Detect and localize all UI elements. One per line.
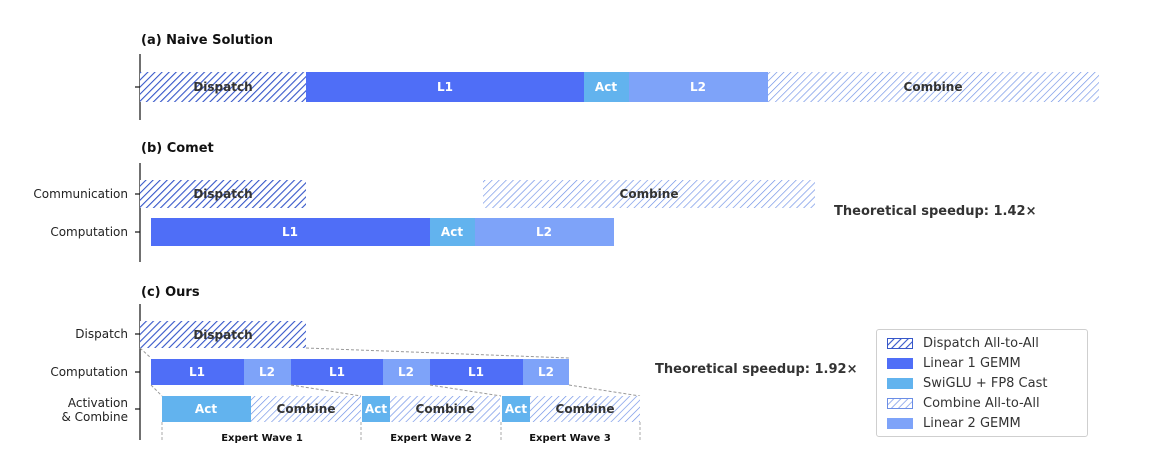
row-label-computation: Computation (50, 225, 128, 239)
legend-item-combine: Combine All-to-All (887, 394, 1040, 412)
connector-line (290, 384, 362, 397)
ours-l1-bar (291, 359, 383, 385)
connector-line (568, 384, 641, 397)
ours-l2-bar (383, 359, 430, 385)
comet-l2-bar (475, 218, 614, 246)
comet-combine-label: Combine (620, 187, 679, 201)
ours-act-label: Act (195, 402, 217, 416)
comet-l1-label: L1 (282, 225, 298, 239)
ours-combine-label: Combine (556, 402, 615, 416)
row-label-combine: & Combine (61, 410, 128, 424)
naive-act-bar (584, 72, 629, 102)
legend-swatch-act (887, 377, 913, 389)
ours-dispatch-bar (140, 321, 306, 348)
comet-act-bar (430, 218, 475, 246)
ours-combine-label: Combine (416, 402, 475, 416)
ours-dispatch-label: Dispatch (193, 328, 252, 342)
panel-a-title: (a) Naive Solution (141, 33, 273, 48)
ours-l2-label: L2 (538, 365, 554, 379)
naive-combine-bar (768, 72, 1099, 102)
ours-l1-label: L1 (329, 365, 345, 379)
comet-combine-bar (483, 180, 815, 208)
legend-swatch-l1 (887, 357, 913, 369)
legend-label-l1: Linear 1 GEMM (923, 355, 1021, 371)
legend-swatch-dispatch (887, 337, 913, 349)
speedup-comet: Theoretical speedup: 1.42× (834, 204, 1036, 219)
legend-swatch-combine (887, 397, 913, 409)
legend: Dispatch All-to-All Linear 1 GEMM SwiGLU… (876, 329, 1088, 437)
naive-dispatch-label: Dispatch (193, 80, 252, 94)
legend-item-act: SwiGLU + FP8 Cast (887, 374, 1047, 392)
comet-l1-bar (151, 218, 430, 246)
ours-l2-bar (244, 359, 291, 385)
naive-act-label: Act (595, 80, 617, 94)
legend-label-dispatch: Dispatch All-to-All (923, 335, 1039, 351)
legend-label-act: SwiGLU + FP8 Cast (923, 375, 1048, 391)
ours-l1-label: L1 (189, 365, 205, 379)
panel-c-title: (c) Ours (141, 285, 200, 300)
wave-label-2: Expert Wave 2 (390, 433, 472, 444)
ours-act-label: Act (365, 402, 387, 416)
row-label-activation: Activation (68, 396, 128, 410)
ours-act-label: Act (505, 402, 527, 416)
naive-l1-label: L1 (437, 80, 453, 94)
ours-l1-bar (151, 359, 244, 385)
ours-act-bar (362, 396, 390, 422)
naive-l2-label: L2 (690, 80, 706, 94)
ours-act-bar (162, 396, 251, 422)
ours-combine-bar (390, 396, 500, 422)
ours-act-bar (502, 396, 530, 422)
naive-dispatch-bar (140, 72, 306, 102)
row-label-communication: Communication (33, 187, 128, 201)
row-label-dispatch: Dispatch (75, 327, 128, 341)
row-label-computation: Computation (50, 365, 128, 379)
wave-label-3: Expert Wave 3 (529, 433, 611, 444)
connector-line (305, 347, 570, 359)
comet-dispatch-bar (140, 180, 306, 208)
ours-combine-bar (251, 396, 361, 422)
connector-line (150, 384, 163, 397)
comet-l2-label: L2 (536, 225, 552, 239)
naive-combine-label: Combine (904, 80, 963, 94)
connector-line (429, 384, 502, 397)
legend-label-l2: Linear 2 GEMM (923, 415, 1021, 431)
ours-combine-label: Combine (277, 402, 336, 416)
comet-dispatch-label: Dispatch (193, 187, 252, 201)
ours-l2-bar (523, 359, 569, 385)
legend-swatch-l2 (887, 417, 913, 429)
ours-l2-label: L2 (398, 365, 414, 379)
ours-l2-label: L2 (259, 365, 275, 379)
naive-l2-bar (629, 72, 768, 102)
ours-l1-label: L1 (468, 365, 484, 379)
ours-combine-bar (530, 396, 640, 422)
legend-item-dispatch: Dispatch All-to-All (887, 334, 1039, 352)
speedup-ours: Theoretical speedup: 1.92× (655, 362, 857, 377)
ours-l1-bar (430, 359, 523, 385)
connector-line (139, 347, 152, 359)
legend-label-combine: Combine All-to-All (923, 395, 1040, 411)
legend-item-l2: Linear 2 GEMM (887, 414, 1021, 432)
comet-act-label: Act (441, 225, 463, 239)
naive-l1-bar (306, 72, 584, 102)
legend-item-l1: Linear 1 GEMM (887, 354, 1021, 372)
panel-b-title: (b) Comet (141, 141, 214, 156)
wave-label-1: Expert Wave 1 (221, 433, 303, 444)
